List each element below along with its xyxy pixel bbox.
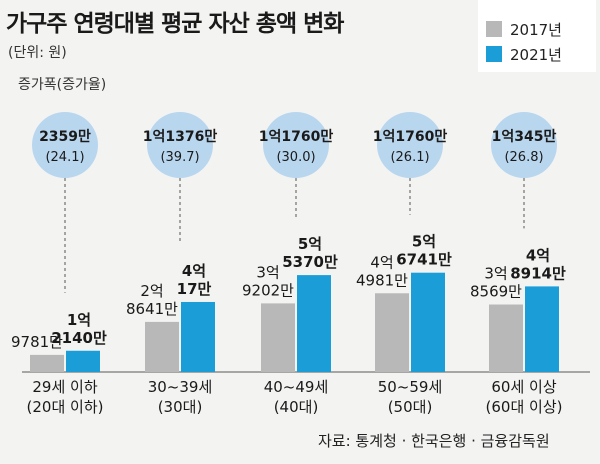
- unit-label: (단위: 원): [8, 45, 67, 61]
- increase-bubble: [377, 112, 443, 178]
- increase-bubble: [491, 112, 557, 178]
- category-sublabel: (50대): [388, 398, 433, 416]
- data-label-2017: 3억: [256, 263, 279, 281]
- increase-bubble: [32, 112, 98, 178]
- increase-rate: (30.0): [276, 150, 315, 165]
- increase-bubble: [147, 112, 213, 178]
- data-label-2017: 3억: [484, 265, 507, 283]
- increase-bubble: [263, 112, 329, 178]
- bar-2017: [261, 303, 295, 372]
- category-sublabel: (30대): [158, 398, 203, 416]
- legend-label-2017: 2017년: [510, 20, 562, 39]
- data-label-2021: 5억: [298, 235, 322, 253]
- bar-2017: [145, 321, 179, 372]
- increase-amount: 1억1376만: [143, 129, 218, 145]
- legend-label-2021: 2021년: [510, 45, 562, 64]
- data-label-2017: 9202만: [242, 281, 294, 299]
- category-sublabel: (60대 이상): [486, 398, 563, 416]
- data-label-2021: 8914만: [510, 264, 566, 282]
- increase-amount: 1억345만: [492, 129, 557, 145]
- data-label-2017: 8641만: [126, 300, 178, 318]
- increase-amount: 1억1760만: [373, 129, 448, 145]
- increase-rate: (39.7): [160, 150, 199, 165]
- category-label: 29세 이하: [32, 378, 97, 396]
- data-label-2021: 6741만: [396, 251, 452, 269]
- bar-2017: [489, 304, 523, 372]
- data-label-2021: 2140만: [51, 329, 107, 347]
- legend-item-2017: 2017년: [486, 20, 562, 39]
- bar-2021: [66, 350, 100, 372]
- data-label-2021: 5억: [412, 233, 436, 251]
- data-label-2021: 4억: [526, 246, 550, 264]
- data-label-2021: 1억: [67, 311, 91, 329]
- bar-2021: [181, 301, 215, 372]
- bar-2017: [30, 354, 64, 372]
- data-label-2021: 4억: [182, 262, 206, 280]
- category-sublabel: (20대 이하): [27, 398, 104, 416]
- increase-heading: 증가폭(증가율): [18, 77, 107, 93]
- category-label: 60세 이상: [491, 378, 556, 396]
- data-label-2021: 17만: [177, 280, 212, 298]
- data-label-2017: 8569만: [470, 283, 522, 301]
- bar-2021: [411, 272, 445, 372]
- category-label: 30~39세: [148, 378, 213, 396]
- legend-item-2021: 2021년: [486, 45, 562, 64]
- data-label-2021: 5370만: [282, 253, 338, 271]
- increase-amount: 1억1760만: [259, 129, 334, 145]
- legend: 2017년 2021년: [478, 0, 596, 72]
- category-sublabel: (40대): [274, 398, 319, 416]
- chart-title: 가구주 연령대별 평균 자산 총액 변화: [6, 11, 344, 37]
- data-label-2017: 4981만: [356, 271, 408, 289]
- bar-2021: [525, 286, 559, 372]
- bar-2017: [375, 293, 409, 372]
- category-label: 40~49세: [264, 378, 329, 396]
- increase-amount: 2359만: [39, 129, 91, 145]
- source-note: 자료: 통계청 · 한국은행 · 금융감독원: [318, 432, 550, 450]
- increase-rate: (24.1): [45, 150, 84, 165]
- data-label-2017: 2억: [140, 282, 163, 300]
- legend-swatch-2017: [486, 21, 502, 37]
- legend-swatch-2021: [486, 46, 502, 62]
- bar-2021: [297, 275, 331, 372]
- data-label-2017: 9781만: [11, 333, 63, 351]
- data-label-2017: 4억: [370, 253, 393, 271]
- increase-rate: (26.8): [504, 150, 543, 165]
- increase-rate: (26.1): [390, 150, 429, 165]
- category-label: 50~59세: [378, 378, 443, 396]
